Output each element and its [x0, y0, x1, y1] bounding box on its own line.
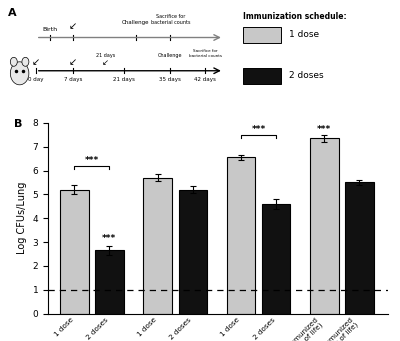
Bar [178, 190, 207, 314]
Text: ↙: ↙ [69, 57, 77, 67]
Text: Sacrifice for
bacterial counts: Sacrifice for bacterial counts [189, 49, 222, 58]
Text: Challenge: Challenge [122, 20, 149, 25]
Bar [95, 250, 124, 314]
Text: ***: *** [317, 124, 332, 133]
Text: 21 days: 21 days [96, 53, 115, 58]
Text: 7 days: 7 days [64, 77, 82, 82]
Bar [345, 182, 374, 314]
Ellipse shape [22, 57, 29, 66]
Text: ↙: ↙ [69, 21, 77, 31]
Bar [227, 158, 255, 314]
Bar [243, 68, 281, 84]
Text: ***: *** [102, 234, 116, 243]
Bar [310, 138, 339, 314]
Bar [262, 204, 290, 314]
Bar [60, 190, 88, 314]
Text: ***: *** [252, 124, 266, 133]
Text: ↙: ↙ [102, 58, 109, 67]
Text: Birth: Birth [42, 27, 57, 32]
Bar [243, 27, 281, 43]
Y-axis label: Log CFUs/Lung: Log CFUs/Lung [17, 182, 27, 254]
Text: Immunization schedule:: Immunization schedule: [243, 12, 347, 21]
Text: 42 days: 42 days [194, 77, 216, 82]
Text: ↙: ↙ [32, 57, 40, 67]
Bar [144, 178, 172, 314]
Text: Sacrifice for
bacterial counts: Sacrifice for bacterial counts [151, 14, 190, 25]
Ellipse shape [10, 57, 17, 66]
Text: 21 days: 21 days [113, 77, 135, 82]
Text: A: A [8, 8, 17, 18]
Text: 1 dose: 1 dose [289, 30, 319, 40]
Text: 2 doses: 2 doses [289, 71, 323, 80]
Text: ***: *** [85, 155, 99, 165]
Text: Challenge: Challenge [158, 53, 183, 58]
Text: B: B [14, 119, 22, 129]
Text: 0 day: 0 day [28, 77, 44, 82]
Text: 35 days: 35 days [160, 77, 181, 82]
Ellipse shape [10, 62, 29, 85]
